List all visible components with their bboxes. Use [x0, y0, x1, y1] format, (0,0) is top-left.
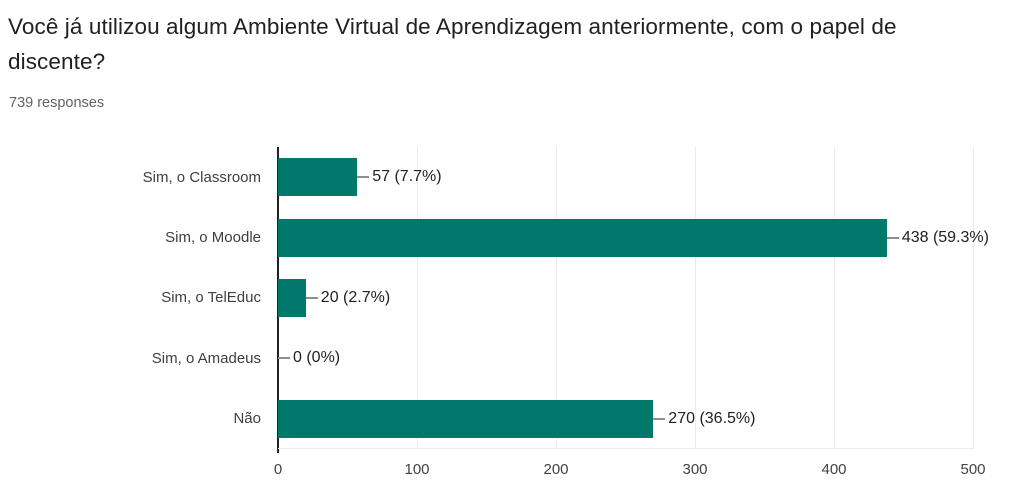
bar-track: 270 (36.5%) [278, 389, 973, 449]
callout-line [357, 176, 370, 179]
question-title: Você já utilizou algum Ambiente Virtual … [8, 14, 897, 74]
chart-row: Sim, o TelEduc 20 (2.7%) [0, 268, 1024, 328]
chart-row: Sim, o Moodle 438 (59.3%) [0, 207, 1024, 267]
x-baseline [278, 448, 973, 449]
x-tick-label: 100 [404, 461, 430, 478]
chart-row: Sim, o Classroom 57 (7.7%) [0, 147, 1024, 207]
value-annotation: 20 (2.7%) [305, 288, 391, 307]
responses-count: 739 responses [9, 95, 105, 111]
bar-track: 57 (7.7%) [278, 147, 973, 207]
gridline [416, 147, 418, 449]
x-tick-label: 200 [543, 461, 569, 478]
gridline [833, 147, 835, 449]
value-annotation: 438 (59.3%) [886, 228, 989, 247]
bar-track: 0 (0%) [278, 328, 973, 388]
bar[interactable] [278, 399, 654, 438]
category-label: Sim, o Moodle [165, 229, 261, 247]
callout-line [653, 417, 666, 420]
callout-line [886, 236, 899, 239]
x-tick-label: 0 [273, 461, 283, 478]
bar[interactable] [278, 278, 306, 317]
x-tick-label: 400 [821, 461, 847, 478]
category-label: Sim, o TelEduc [161, 289, 261, 307]
category-label: Sim, o Classroom [142, 168, 261, 186]
value-annotation: 270 (36.5%) [653, 410, 755, 428]
x-tick-label: 500 [960, 461, 986, 478]
bar-track: 20 (2.7%) [278, 268, 973, 328]
callout-line [305, 296, 318, 299]
bar[interactable] [278, 158, 358, 197]
bar[interactable] [278, 218, 887, 257]
x-tick-label: 300 [682, 461, 708, 478]
chart-rows: Sim, o Classroom 57 (7.7%) Sim, o Moodle 43… [0, 147, 1024, 449]
bar-track: 438 (59.3%) [278, 207, 989, 267]
value-label: 438 (59.3%) [901, 228, 989, 246]
value-annotation: 57 (7.7%) [357, 168, 442, 186]
chart-row: Sim, o Amadeus 0 (0%) [0, 328, 1024, 388]
x-axis: 0 100 200 300 400 500 [274, 449, 986, 494]
gridline [972, 147, 974, 449]
bar-chart: Sim, o Classroom 57 (7.7%) Sim, o Moodle 43… [0, 147, 1024, 497]
gridline [694, 147, 696, 449]
category-label: Sim, o Amadeus [151, 349, 261, 367]
category-label: Não [233, 410, 261, 428]
value-label: 0 (0%) [293, 349, 341, 367]
gridline [555, 147, 557, 449]
chart-row: Não 270 (36.5%) [0, 389, 1024, 449]
value-label: 57 (7.7%) [372, 168, 442, 186]
value-label: 270 (36.5%) [668, 409, 756, 427]
callout-line [278, 357, 290, 360]
value-label: 20 (2.7%) [320, 288, 391, 306]
value-annotation: 0 (0%) [278, 349, 340, 367]
